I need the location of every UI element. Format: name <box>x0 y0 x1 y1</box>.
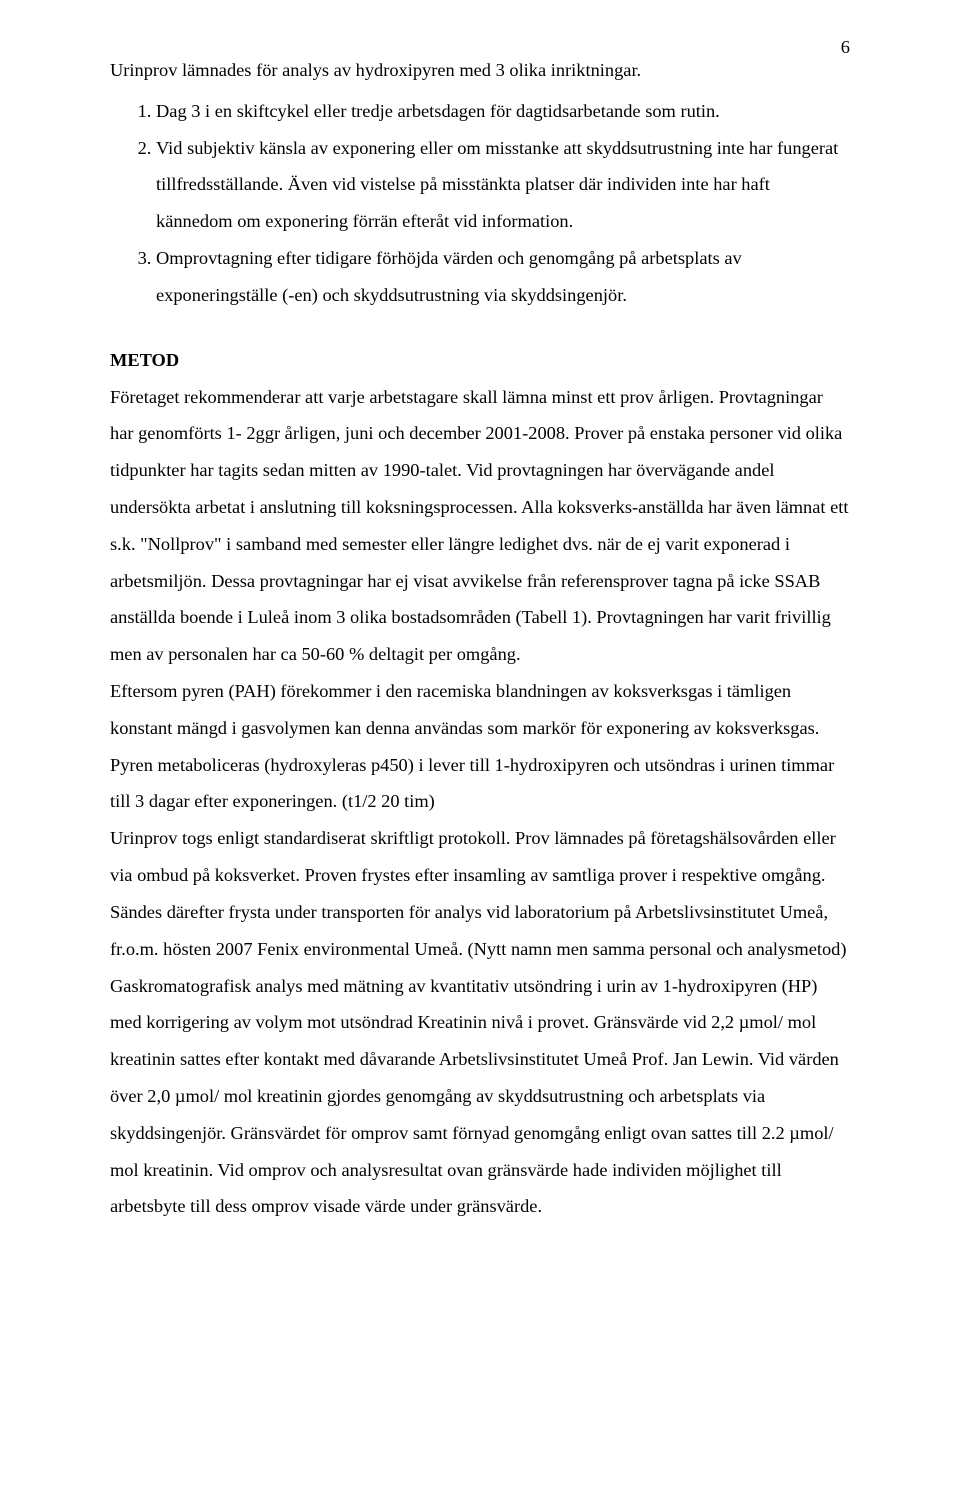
intro-paragraph: Urinprov lämnades för analys av hydroxip… <box>110 52 850 89</box>
paragraph-3: Urinprov togs enligt standardiserat skri… <box>110 820 850 967</box>
page-number: 6 <box>841 38 850 56</box>
body-text: METOD Företaget rekommenderar att varje … <box>110 342 850 1226</box>
paragraph-4: Gaskromatografisk analys med mätning av … <box>110 968 850 1226</box>
document-page: 6 Urinprov lämnades för analys av hydrox… <box>0 0 960 1504</box>
list-item-1: Dag 3 i en skiftcykel eller tredje arbet… <box>156 93 850 130</box>
section-title-metod: METOD <box>110 350 179 370</box>
paragraph-1: Företaget rekommenderar att varje arbets… <box>110 379 850 674</box>
paragraph-2: Eftersom pyren (PAH) förekommer i den ra… <box>110 673 850 820</box>
numbered-list: Dag 3 i en skiftcykel eller tredje arbet… <box>110 93 850 314</box>
list-item-2: Vid subjektiv känsla av exponering eller… <box>156 130 850 240</box>
list-item-3: Omprovtagning efter tidigare förhöjda vä… <box>156 240 850 314</box>
